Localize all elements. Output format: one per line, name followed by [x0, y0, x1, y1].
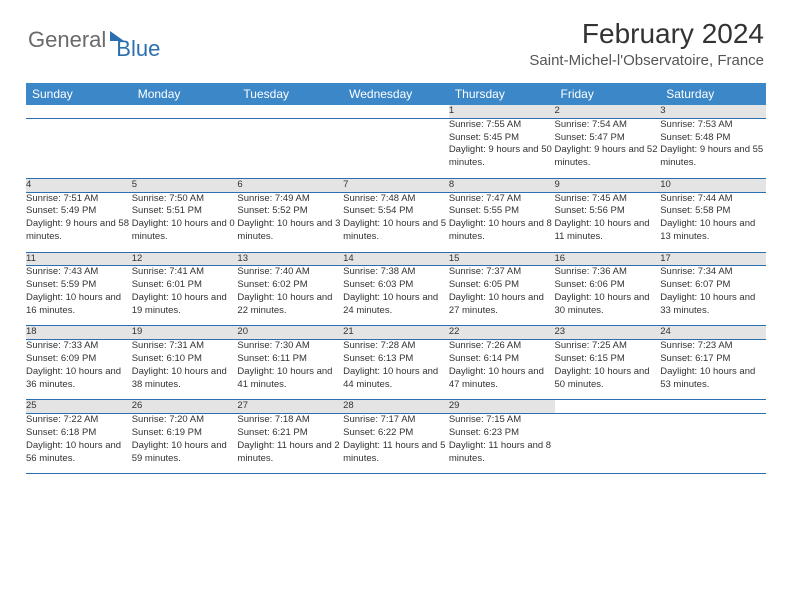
day-number-cell [132, 105, 238, 118]
day-number-cell: 11 [26, 252, 132, 266]
day-detail-cell: Sunrise: 7:26 AMSunset: 6:14 PMDaylight:… [449, 340, 555, 400]
day-number-cell: 24 [660, 326, 766, 340]
day-number-cell: 9 [555, 178, 661, 192]
day-detail-cell: Sunrise: 7:25 AMSunset: 6:15 PMDaylight:… [555, 340, 661, 400]
day-number-cell: 18 [26, 326, 132, 340]
day-number-cell [237, 105, 343, 118]
day-number-cell: 23 [555, 326, 661, 340]
day-detail-cell: Sunrise: 7:47 AMSunset: 5:55 PMDaylight:… [449, 192, 555, 252]
weekday-header: Thursday [449, 83, 555, 105]
day-number-cell: 10 [660, 178, 766, 192]
day-detail-cell: Sunrise: 7:45 AMSunset: 5:56 PMDaylight:… [555, 192, 661, 252]
day-number-cell [343, 105, 449, 118]
day-detail-row: Sunrise: 7:43 AMSunset: 5:59 PMDaylight:… [26, 266, 766, 326]
weekday-header: Sunday [26, 83, 132, 105]
day-detail-cell [555, 414, 661, 474]
day-number-row: 2526272829 [26, 400, 766, 414]
logo: General Blue [28, 18, 160, 62]
day-detail-cell: Sunrise: 7:53 AMSunset: 5:48 PMDaylight:… [660, 118, 766, 178]
day-detail-cell: Sunrise: 7:17 AMSunset: 6:22 PMDaylight:… [343, 414, 449, 474]
day-detail-cell [237, 118, 343, 178]
calendar-body: 123Sunrise: 7:55 AMSunset: 5:45 PMDaylig… [26, 105, 766, 474]
day-number-cell: 29 [449, 400, 555, 414]
day-number-cell: 6 [237, 178, 343, 192]
day-detail-cell: Sunrise: 7:34 AMSunset: 6:07 PMDaylight:… [660, 266, 766, 326]
day-detail-cell: Sunrise: 7:44 AMSunset: 5:58 PMDaylight:… [660, 192, 766, 252]
day-detail-cell: Sunrise: 7:28 AMSunset: 6:13 PMDaylight:… [343, 340, 449, 400]
weekday-header: Monday [132, 83, 238, 105]
day-number-cell: 12 [132, 252, 238, 266]
day-number-cell: 8 [449, 178, 555, 192]
day-number-cell [555, 400, 661, 414]
weekday-header: Tuesday [237, 83, 343, 105]
day-number-cell: 1 [449, 105, 555, 118]
weekday-header: Wednesday [343, 83, 449, 105]
day-number-cell: 17 [660, 252, 766, 266]
day-detail-cell: Sunrise: 7:49 AMSunset: 5:52 PMDaylight:… [237, 192, 343, 252]
day-detail-cell [343, 118, 449, 178]
day-detail-row: Sunrise: 7:33 AMSunset: 6:09 PMDaylight:… [26, 340, 766, 400]
title-block: February 2024 Saint-Michel-l'Observatoir… [529, 18, 764, 69]
day-number-cell [26, 105, 132, 118]
day-detail-cell: Sunrise: 7:41 AMSunset: 6:01 PMDaylight:… [132, 266, 238, 326]
day-detail-cell: Sunrise: 7:54 AMSunset: 5:47 PMDaylight:… [555, 118, 661, 178]
day-number-cell [660, 400, 766, 414]
day-detail-cell: Sunrise: 7:51 AMSunset: 5:49 PMDaylight:… [26, 192, 132, 252]
day-detail-cell: Sunrise: 7:30 AMSunset: 6:11 PMDaylight:… [237, 340, 343, 400]
page-header: General Blue February 2024 Saint-Michel-… [0, 0, 792, 75]
day-detail-cell: Sunrise: 7:20 AMSunset: 6:19 PMDaylight:… [132, 414, 238, 474]
day-number-row: 123 [26, 105, 766, 118]
day-detail-cell: Sunrise: 7:18 AMSunset: 6:21 PMDaylight:… [237, 414, 343, 474]
day-number-cell: 15 [449, 252, 555, 266]
day-detail-cell [132, 118, 238, 178]
day-number-cell: 3 [660, 105, 766, 118]
day-number-cell: 26 [132, 400, 238, 414]
day-detail-row: Sunrise: 7:22 AMSunset: 6:18 PMDaylight:… [26, 414, 766, 474]
logo-text-blue: Blue [116, 36, 160, 62]
day-detail-cell: Sunrise: 7:40 AMSunset: 6:02 PMDaylight:… [237, 266, 343, 326]
day-number-cell: 27 [237, 400, 343, 414]
day-number-cell: 2 [555, 105, 661, 118]
day-number-row: 45678910 [26, 178, 766, 192]
day-detail-cell: Sunrise: 7:31 AMSunset: 6:10 PMDaylight:… [132, 340, 238, 400]
day-detail-cell: Sunrise: 7:15 AMSunset: 6:23 PMDaylight:… [449, 414, 555, 474]
day-number-cell: 19 [132, 326, 238, 340]
day-detail-cell: Sunrise: 7:22 AMSunset: 6:18 PMDaylight:… [26, 414, 132, 474]
day-number-cell: 25 [26, 400, 132, 414]
day-number-row: 11121314151617 [26, 252, 766, 266]
day-number-cell: 28 [343, 400, 449, 414]
day-detail-cell: Sunrise: 7:48 AMSunset: 5:54 PMDaylight:… [343, 192, 449, 252]
day-detail-row: Sunrise: 7:51 AMSunset: 5:49 PMDaylight:… [26, 192, 766, 252]
day-number-cell: 16 [555, 252, 661, 266]
location-text: Saint-Michel-l'Observatoire, France [529, 52, 764, 69]
day-detail-cell: Sunrise: 7:55 AMSunset: 5:45 PMDaylight:… [449, 118, 555, 178]
logo-text-general: General [28, 27, 106, 53]
day-detail-cell: Sunrise: 7:43 AMSunset: 5:59 PMDaylight:… [26, 266, 132, 326]
weekday-header: Friday [555, 83, 661, 105]
day-detail-cell: Sunrise: 7:36 AMSunset: 6:06 PMDaylight:… [555, 266, 661, 326]
day-number-cell: 22 [449, 326, 555, 340]
day-number-cell: 5 [132, 178, 238, 192]
day-number-cell: 14 [343, 252, 449, 266]
day-detail-row: Sunrise: 7:55 AMSunset: 5:45 PMDaylight:… [26, 118, 766, 178]
day-detail-cell: Sunrise: 7:50 AMSunset: 5:51 PMDaylight:… [132, 192, 238, 252]
day-detail-cell: Sunrise: 7:33 AMSunset: 6:09 PMDaylight:… [26, 340, 132, 400]
page-title: February 2024 [529, 18, 764, 50]
day-number-cell: 13 [237, 252, 343, 266]
day-detail-cell: Sunrise: 7:37 AMSunset: 6:05 PMDaylight:… [449, 266, 555, 326]
day-number-cell: 7 [343, 178, 449, 192]
day-detail-cell [660, 414, 766, 474]
day-detail-cell [26, 118, 132, 178]
day-detail-cell: Sunrise: 7:38 AMSunset: 6:03 PMDaylight:… [343, 266, 449, 326]
calendar-table: Sunday Monday Tuesday Wednesday Thursday… [26, 83, 766, 474]
day-number-cell: 21 [343, 326, 449, 340]
day-number-cell: 4 [26, 178, 132, 192]
weekday-header: Saturday [660, 83, 766, 105]
weekday-header-row: Sunday Monday Tuesday Wednesday Thursday… [26, 83, 766, 105]
day-number-row: 18192021222324 [26, 326, 766, 340]
day-detail-cell: Sunrise: 7:23 AMSunset: 6:17 PMDaylight:… [660, 340, 766, 400]
day-number-cell: 20 [237, 326, 343, 340]
